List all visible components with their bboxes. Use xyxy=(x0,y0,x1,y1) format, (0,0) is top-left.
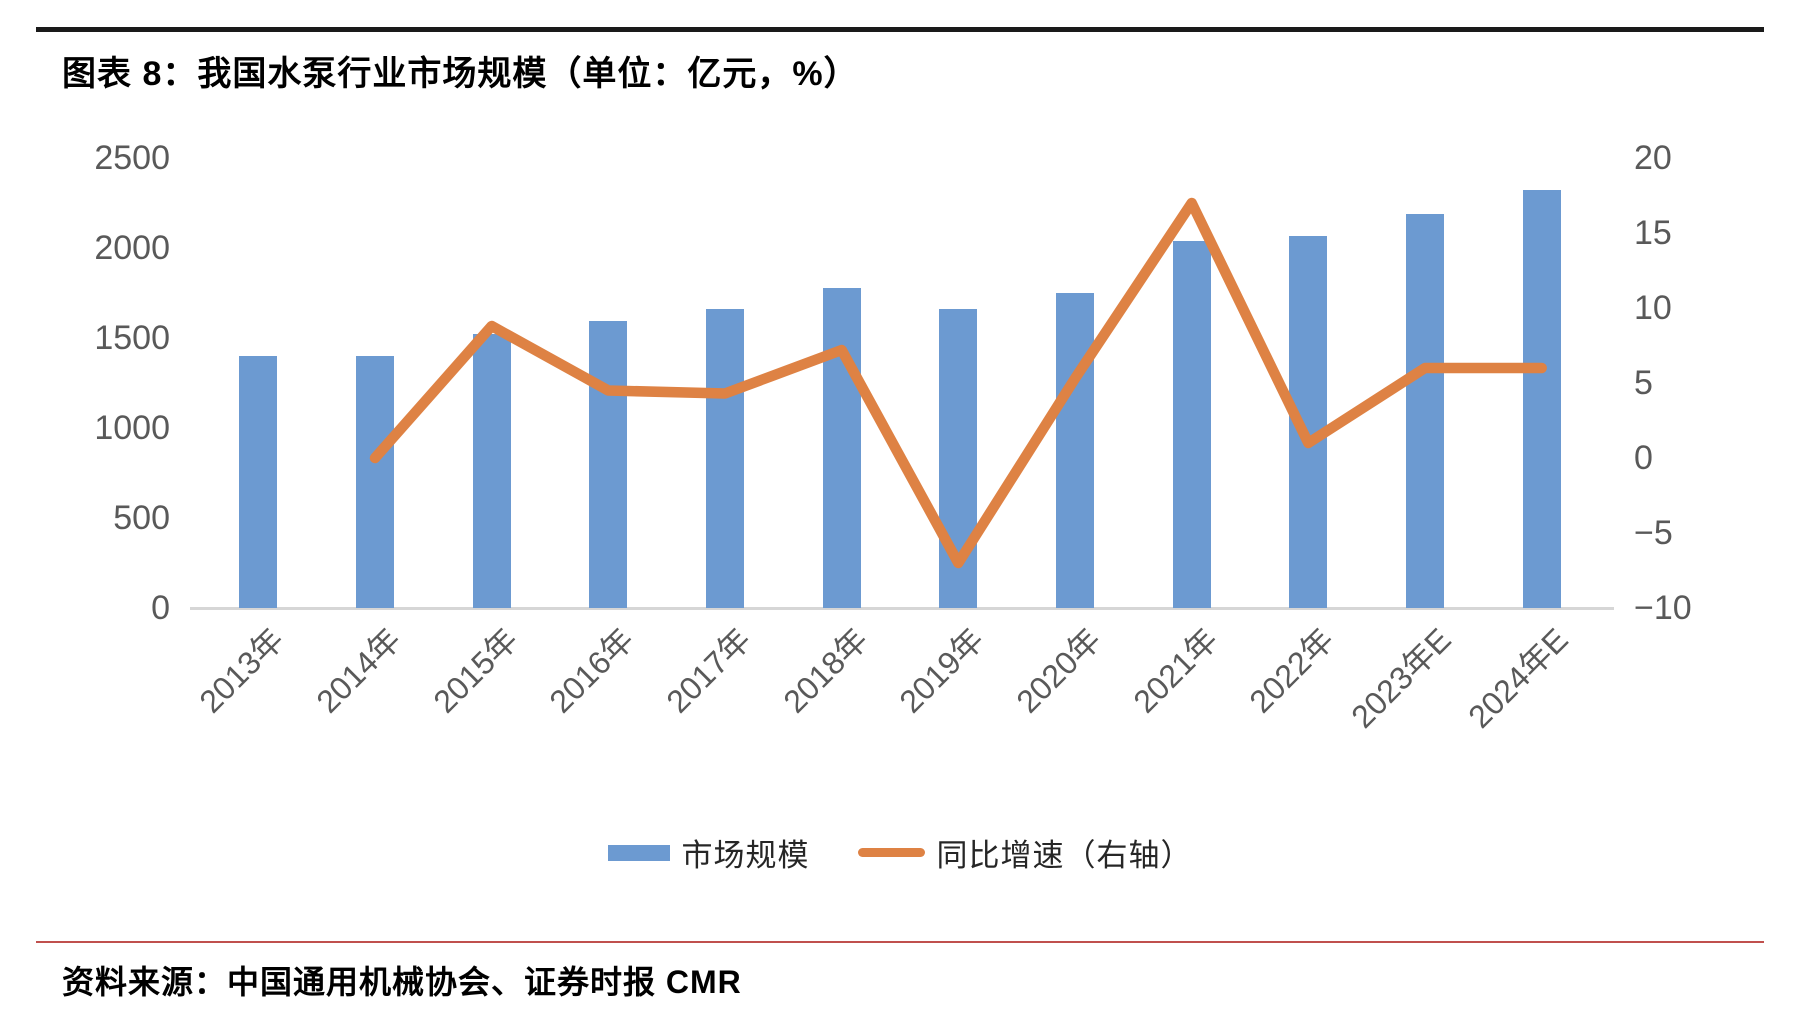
top-rule xyxy=(36,27,1764,32)
right-axis-tick--5: −5 xyxy=(1634,514,1673,552)
legend-line-label: 同比增速（右轴） xyxy=(936,838,1193,873)
growth-line xyxy=(369,197,1547,569)
bar-2017年 xyxy=(706,309,744,608)
bar-2023年E xyxy=(1406,213,1444,608)
legend-line-swatch-icon xyxy=(857,848,925,857)
source-text: 资料来源：中国通用机械协会、证券时报 CMR xyxy=(62,964,742,1000)
left-axis-tick-2500: 2500 xyxy=(94,139,170,177)
legend-item-yoy-growth: 同比增速（右轴） xyxy=(857,830,1193,875)
right-axis-tick-0: 0 xyxy=(1634,439,1653,477)
legend-item-market-size: 市场规模 xyxy=(607,830,810,875)
bar-2015年 xyxy=(472,333,511,608)
left-axis-tick-500: 500 xyxy=(113,499,170,537)
left-axis-tick-0: 0 xyxy=(151,589,170,627)
legend-bar-swatch-icon xyxy=(607,844,670,861)
left-axis-tick-2000: 2000 xyxy=(94,229,170,267)
x-axis-line xyxy=(190,607,1614,610)
left-axis-tick-1000: 1000 xyxy=(94,409,170,447)
legend-bar-label: 市场规模 xyxy=(681,838,810,873)
chart-title: 图表 8：我国水泵行业市场规模（单位：亿元，%） xyxy=(62,55,859,93)
growth-line-series xyxy=(369,197,1547,569)
left-axis-tick-1500: 1500 xyxy=(94,319,170,357)
right-axis-tick-20: 20 xyxy=(1634,139,1672,177)
bar-2014年 xyxy=(356,356,394,608)
right-axis-tick-10: 10 xyxy=(1634,289,1672,327)
legend: 市场规模 同比增速（右轴） xyxy=(0,830,1800,875)
bar-2024年E xyxy=(1522,190,1561,608)
bar-2013年 xyxy=(239,356,278,608)
plot-area: 2013年 2014年 2015年 2016年 2017年 2018年 2019年 2020年… xyxy=(190,158,1614,735)
bar-2020年 xyxy=(1056,293,1094,608)
bar-2021年 xyxy=(1172,240,1211,608)
bar-2018年 xyxy=(822,287,861,608)
right-axis-tick-15: 15 xyxy=(1634,214,1672,252)
source-divider xyxy=(36,941,1764,943)
right-axis-tick--10: −10 xyxy=(1634,589,1692,627)
bar-2016年 xyxy=(589,320,628,608)
right-axis-tick-5: 5 xyxy=(1634,364,1653,402)
